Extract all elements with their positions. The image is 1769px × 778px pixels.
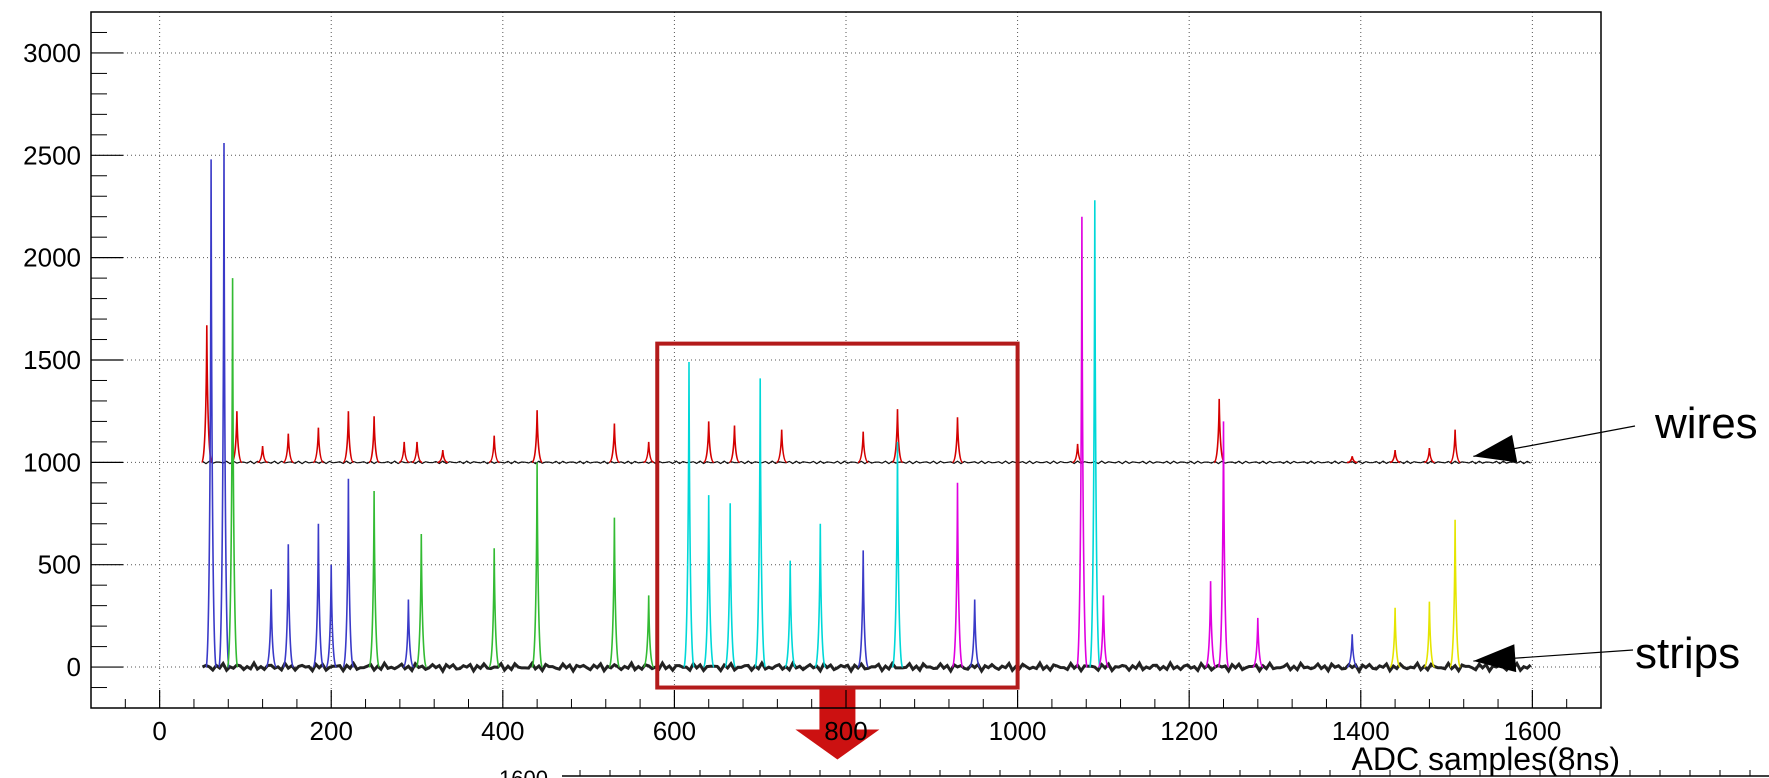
peak-mark	[265, 589, 278, 668]
peak-mark	[703, 421, 715, 464]
annotation-wires: wires	[1654, 399, 1758, 448]
y-tick-label: 0	[67, 652, 81, 682]
peak-mark	[1204, 581, 1217, 668]
peak-mark	[282, 544, 295, 668]
peak-mark	[857, 431, 869, 464]
peak-mark	[702, 495, 715, 668]
baseline-trace	[202, 460, 1531, 465]
peak-mark	[643, 441, 655, 464]
peak-mark	[531, 462, 544, 668]
peak-mark	[325, 564, 338, 668]
pointer-arrowhead	[1473, 644, 1517, 673]
y-tick-label: 2000	[23, 243, 81, 273]
peak-mark	[342, 411, 355, 464]
peak-mark	[814, 523, 827, 668]
y-tick-label: 2500	[23, 140, 81, 170]
peak-mark	[891, 409, 904, 464]
waveform-series	[200, 142, 1532, 675]
peak-mark	[1088, 200, 1101, 668]
peak-mark	[226, 278, 239, 668]
peak-mark	[415, 533, 428, 668]
peak-mark	[402, 599, 415, 668]
series-wires	[200, 325, 1531, 465]
peak-mark	[1424, 447, 1435, 464]
x-tick-label: 0	[152, 716, 166, 746]
peak-mark	[951, 482, 964, 668]
baseline-trace	[201, 659, 1532, 675]
peak-mark	[951, 417, 964, 464]
peak-mark	[411, 441, 423, 464]
peak-mark	[342, 478, 355, 668]
peak-mark	[1423, 601, 1436, 668]
peak-mark	[683, 361, 695, 668]
y-tick-label: 1500	[23, 345, 81, 375]
peak-mark	[608, 423, 620, 464]
peak-mark	[1449, 429, 1461, 464]
pointer-arrowhead	[1473, 434, 1518, 463]
peak-mark	[724, 503, 737, 668]
x-tick-label: 1600	[1503, 716, 1561, 746]
peak-mark	[1217, 421, 1230, 668]
peak-mark	[368, 416, 380, 464]
x-tick-label: 200	[310, 716, 353, 746]
annotation-strips: strips	[1635, 629, 1740, 678]
peak-mark	[282, 433, 294, 464]
down-arrow	[795, 689, 880, 760]
peak-mark	[205, 159, 218, 668]
series-strips	[201, 142, 1532, 675]
x-tick-label: 600	[653, 716, 696, 746]
y-tick-label: 1000	[23, 447, 81, 477]
peak-mark	[728, 425, 740, 464]
peak-mark	[531, 410, 544, 464]
x-tick-label: 800	[824, 716, 867, 746]
peak-mark	[218, 142, 230, 668]
peak-mark	[1346, 456, 1358, 464]
peak-mark	[312, 523, 325, 668]
peak-mark	[488, 435, 500, 464]
peak-mark	[1213, 398, 1226, 464]
highlight-region	[655, 341, 1020, 760]
annotations: wires strips	[1473, 399, 1758, 678]
peak-mark	[857, 550, 870, 668]
y-tick-label: 3000	[23, 38, 81, 68]
lower-panel-ytick-label: 1600	[499, 766, 548, 778]
peak-mark	[784, 560, 797, 668]
peak-mark	[968, 599, 981, 668]
highlight-box	[655, 341, 1020, 690]
peak-mark	[776, 429, 788, 464]
y-tick-label: 500	[38, 550, 81, 580]
x-axis-label: ADC samples(8ns)	[1351, 741, 1620, 777]
peak-mark	[608, 517, 621, 668]
x-tick-label: 400	[481, 716, 524, 746]
peak-mark	[642, 595, 655, 668]
peak-mark	[1076, 216, 1088, 668]
x-tick-label: 1400	[1332, 716, 1390, 746]
peak-mark	[1346, 634, 1358, 668]
peak-mark	[257, 445, 268, 464]
axes: 0 200 400 600 800 1000 1200 1400 1600 0 500 1000 150…	[23, 11, 1602, 746]
peak-mark	[1449, 519, 1462, 668]
lower-panel-top: 1600	[499, 766, 1769, 778]
peak-mark	[488, 548, 501, 668]
peak-mark	[1097, 595, 1110, 668]
x-tick-label: 1000	[989, 716, 1047, 746]
peak-mark	[891, 441, 904, 668]
peak-mark	[1251, 617, 1264, 668]
x-tick-label: 1200	[1160, 716, 1218, 746]
peak-mark	[368, 490, 381, 668]
peak-mark	[1389, 607, 1401, 668]
peak-mark	[437, 450, 449, 464]
peak-mark	[398, 441, 410, 464]
peak-mark	[1389, 450, 1401, 464]
peak-mark	[312, 427, 324, 464]
peak-mark	[754, 378, 767, 668]
